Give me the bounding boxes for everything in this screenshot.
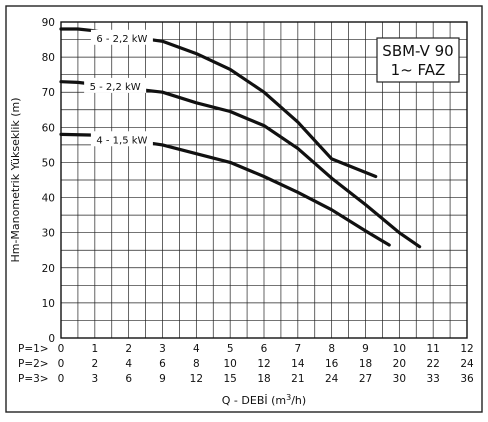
x-tick-label: 2 (91, 358, 98, 370)
x-tick-label: 9 (362, 343, 369, 355)
curve-line (59, 132, 391, 247)
y-tick-label: 60 (42, 122, 55, 134)
y-tick-label: 70 (42, 87, 55, 99)
x-scale-row-label: P=3> (18, 373, 49, 385)
curve-line (59, 80, 422, 249)
y-tick-label: 40 (42, 193, 55, 205)
x-tick-label: 24 (325, 373, 339, 385)
y-tick-label: 30 (42, 228, 55, 240)
x-tick-label: 22 (426, 358, 439, 370)
x-scales: P=1> 0 1 2 3 4 5 6 7 8 9 10 11 12P=2> 0 2 4 6 8 10 12 14 16 18 2… (18, 343, 474, 385)
x-tick-label: 20 (393, 358, 406, 370)
y-tick-labels: 0 10 20 30 40 50 60 70 80 90 (42, 17, 55, 345)
y-tick-label: 50 (42, 157, 55, 169)
x-tick-label: 6 (125, 373, 132, 385)
x-tick-label: 1 (91, 343, 98, 355)
x-axis-title: Q - DEBİ (m3/h) (222, 393, 306, 407)
x-tick-label: 8 (328, 343, 335, 355)
plot-border (60, 21, 468, 339)
x-tick-label: 12 (257, 358, 270, 370)
x-tick-label: 6 (159, 358, 166, 370)
x-tick-label: 30 (393, 373, 406, 385)
curve-label-background (90, 131, 153, 147)
x-tick-label: 0 (58, 373, 65, 385)
title-box-border (376, 37, 460, 83)
x-tick-label: 36 (460, 373, 474, 385)
x-tick-label: 3 (91, 373, 98, 385)
y-axis-title: Hm-Manometrik Yükseklik (m) (9, 97, 22, 262)
x-scale-row-label: P=2> (18, 358, 49, 370)
title-box: SBM-V 90 1~ FAZ (376, 37, 460, 83)
curve-label: 6 - 2,2 kW (96, 34, 147, 45)
x-tick-label: 24 (460, 358, 474, 370)
x-tick-label: 8 (193, 358, 200, 370)
x-tick-label: 6 (261, 343, 268, 355)
x-tick-label: 10 (393, 343, 406, 355)
chart-title-line-1: SBM-V 90 (382, 42, 453, 60)
x-tick-label: 2 (125, 343, 132, 355)
curve-line (59, 27, 378, 179)
x-tick-label: 21 (291, 373, 304, 385)
x-tick-label: 0 (58, 358, 65, 370)
x-tick-label: 5 (227, 343, 234, 355)
x-tick-label: 12 (190, 373, 203, 385)
x-tick-label: 3 (159, 343, 166, 355)
x-tick-label: 18 (359, 358, 372, 370)
chart-frame (5, 5, 483, 413)
x-tick-label: 12 (460, 343, 473, 355)
x-tick-label: 11 (426, 343, 439, 355)
x-tick-label: 0 (58, 343, 65, 355)
chart-title-line-2: 1~ FAZ (391, 61, 446, 79)
x-tick-label: 4 (125, 358, 132, 370)
x-tick-label: 4 (193, 343, 200, 355)
x-tick-label: 15 (223, 373, 236, 385)
y-tick-label: 80 (42, 52, 55, 64)
x-tick-label: 14 (291, 358, 305, 370)
y-tick-label: 20 (42, 263, 55, 275)
curve-label-background (90, 29, 153, 45)
x-tick-label: 27 (359, 373, 372, 385)
x-tick-label: 33 (426, 373, 439, 385)
curve-label: 4 - 1,5 kW (96, 135, 147, 146)
x-tick-label: 7 (294, 343, 301, 355)
y-tick-label: 90 (42, 17, 55, 29)
curve-label-background (84, 77, 147, 93)
x-tick-label: 9 (159, 373, 166, 385)
x-tick-label: 16 (325, 358, 339, 370)
x-tick-label: 10 (223, 358, 236, 370)
x-tick-label: 18 (257, 373, 270, 385)
curve-label: 5 - 2,2 kW (90, 82, 141, 93)
y-tick-label: 0 (48, 333, 55, 345)
curves: 6 - 2,2 kW 5 - 2,2 kW 4 - 1,5 kW (59, 27, 422, 249)
x-axis-title-rest: /h) (291, 394, 306, 407)
y-tick-label: 10 (42, 298, 55, 310)
superscript-three: 3 (286, 393, 291, 402)
x-scale-row-label: P=1> (18, 343, 49, 355)
